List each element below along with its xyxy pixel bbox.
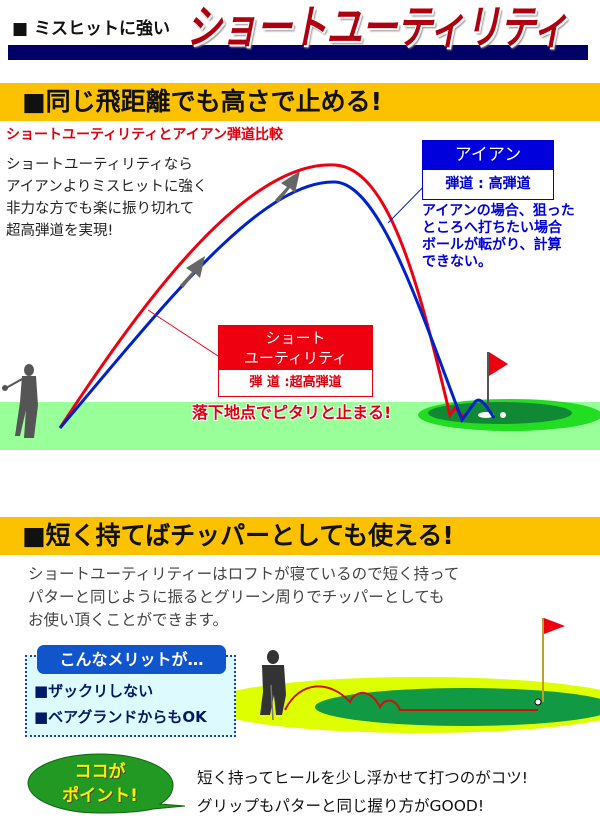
point-bubble-text: ココが ポイント! (40, 760, 160, 808)
ball (534, 698, 542, 706)
utility-title-line: ユーティリティ (243, 349, 348, 367)
section1-heading: ■同じ飛距離でも高さで止める! (22, 87, 383, 116)
speech-bubble (27, 753, 186, 814)
utility-callout-line (147, 309, 219, 357)
trajectory-illustration (0, 163, 600, 450)
merit-item: ■ベアグランドからもOK (34, 708, 207, 726)
putting-green (315, 688, 600, 726)
header-bar (8, 45, 588, 60)
description-line: 超高弾道を実現! (6, 223, 114, 239)
utility-label-trajectory: 弾 道 :超高弾道 (219, 370, 372, 396)
merit-title: こんなメリットが… (37, 645, 226, 674)
iron-note: アイアンの場合、狙った ところへ打ちたい場合 ボールが転がり、計算 できない。 (422, 203, 575, 271)
golfer-silhouette (260, 650, 286, 721)
utility-label-box: ショート ユーティリティ 弾 道 :超高弾道 (218, 325, 373, 397)
description-line: アイアンよりミスヒットに強く (6, 179, 208, 195)
iron-label-trajectory: 弾道 : 高弾道 (423, 170, 553, 199)
iron-note-line: ボールが転がり、計算 (422, 237, 562, 253)
arrow-icon (180, 171, 300, 288)
chip-trajectory (284, 685, 538, 711)
iron-note-line: できない。 (422, 254, 492, 270)
utility-title-line: ショート (265, 329, 326, 347)
iron-label-title: アイアン (423, 141, 553, 170)
golfer-silhouette (2, 364, 38, 438)
utility-label-title: ショート ユーティリティ (219, 326, 372, 370)
point-line: 短く持ってヒールを少し浮かせて打つのがコツ! (197, 769, 528, 787)
section2-description: ショートユーティリティーはロフトが寝ているので短く持って パターと同じように振る… (28, 563, 459, 632)
description-line: パターと同じように振るとグリーン周りでチッパーとしても (28, 588, 445, 606)
iron-note-line: アイアンの場合、狙った (422, 203, 575, 219)
ball (500, 412, 506, 418)
section1-description: ショートユーティリティなら アイアンよりミスヒットに強く 非力な方でも楽に振り切… (6, 154, 207, 242)
header-prefix: ■ ミスヒットに強い (12, 19, 170, 39)
flag-icon (544, 618, 565, 634)
section2-banner: ■短く持てばチッパーとしても使える! (0, 517, 600, 555)
landing-text: 落下地点でピタリと止まる! (192, 403, 392, 422)
iron-label-box: アイアン 弾道 : 高弾道 (422, 140, 554, 200)
page-title: ショートユーティリティ (186, 0, 569, 54)
merit-item: ■ザックリしない (34, 682, 154, 700)
comparison-subtitle: ショートユーティリティとアイアン弾道比較 (6, 127, 284, 143)
bubble-line: ポイント! (62, 786, 138, 806)
iron-note-line: ところへ打ちたい場合 (422, 220, 562, 236)
chipping-illustration (220, 618, 600, 733)
point-line: グリップもパターと同じ握り方がGOOD! (197, 797, 485, 815)
section2-heading: ■短く持てばチッパーとしても使える! (22, 521, 454, 550)
bubble-line: ココが (74, 762, 126, 782)
description-line: ショートユーティリティなら (6, 157, 193, 173)
iron-trajectory (58, 180, 496, 429)
description-line: お使い頂くことができます。 (28, 611, 228, 629)
flag-icon (489, 352, 508, 376)
description-line: 非力な方でも楽に振り切れて (6, 201, 195, 217)
section1-banner: ■同じ飛距離でも高さで止める! (0, 83, 600, 121)
point-text: 短く持ってヒールを少し浮かせて打つのがコツ! グリップもパターと同じ握り方がGO… (197, 764, 528, 820)
description-line: ショートユーティリティーはロフトが寝ているので短く持って (28, 565, 460, 583)
